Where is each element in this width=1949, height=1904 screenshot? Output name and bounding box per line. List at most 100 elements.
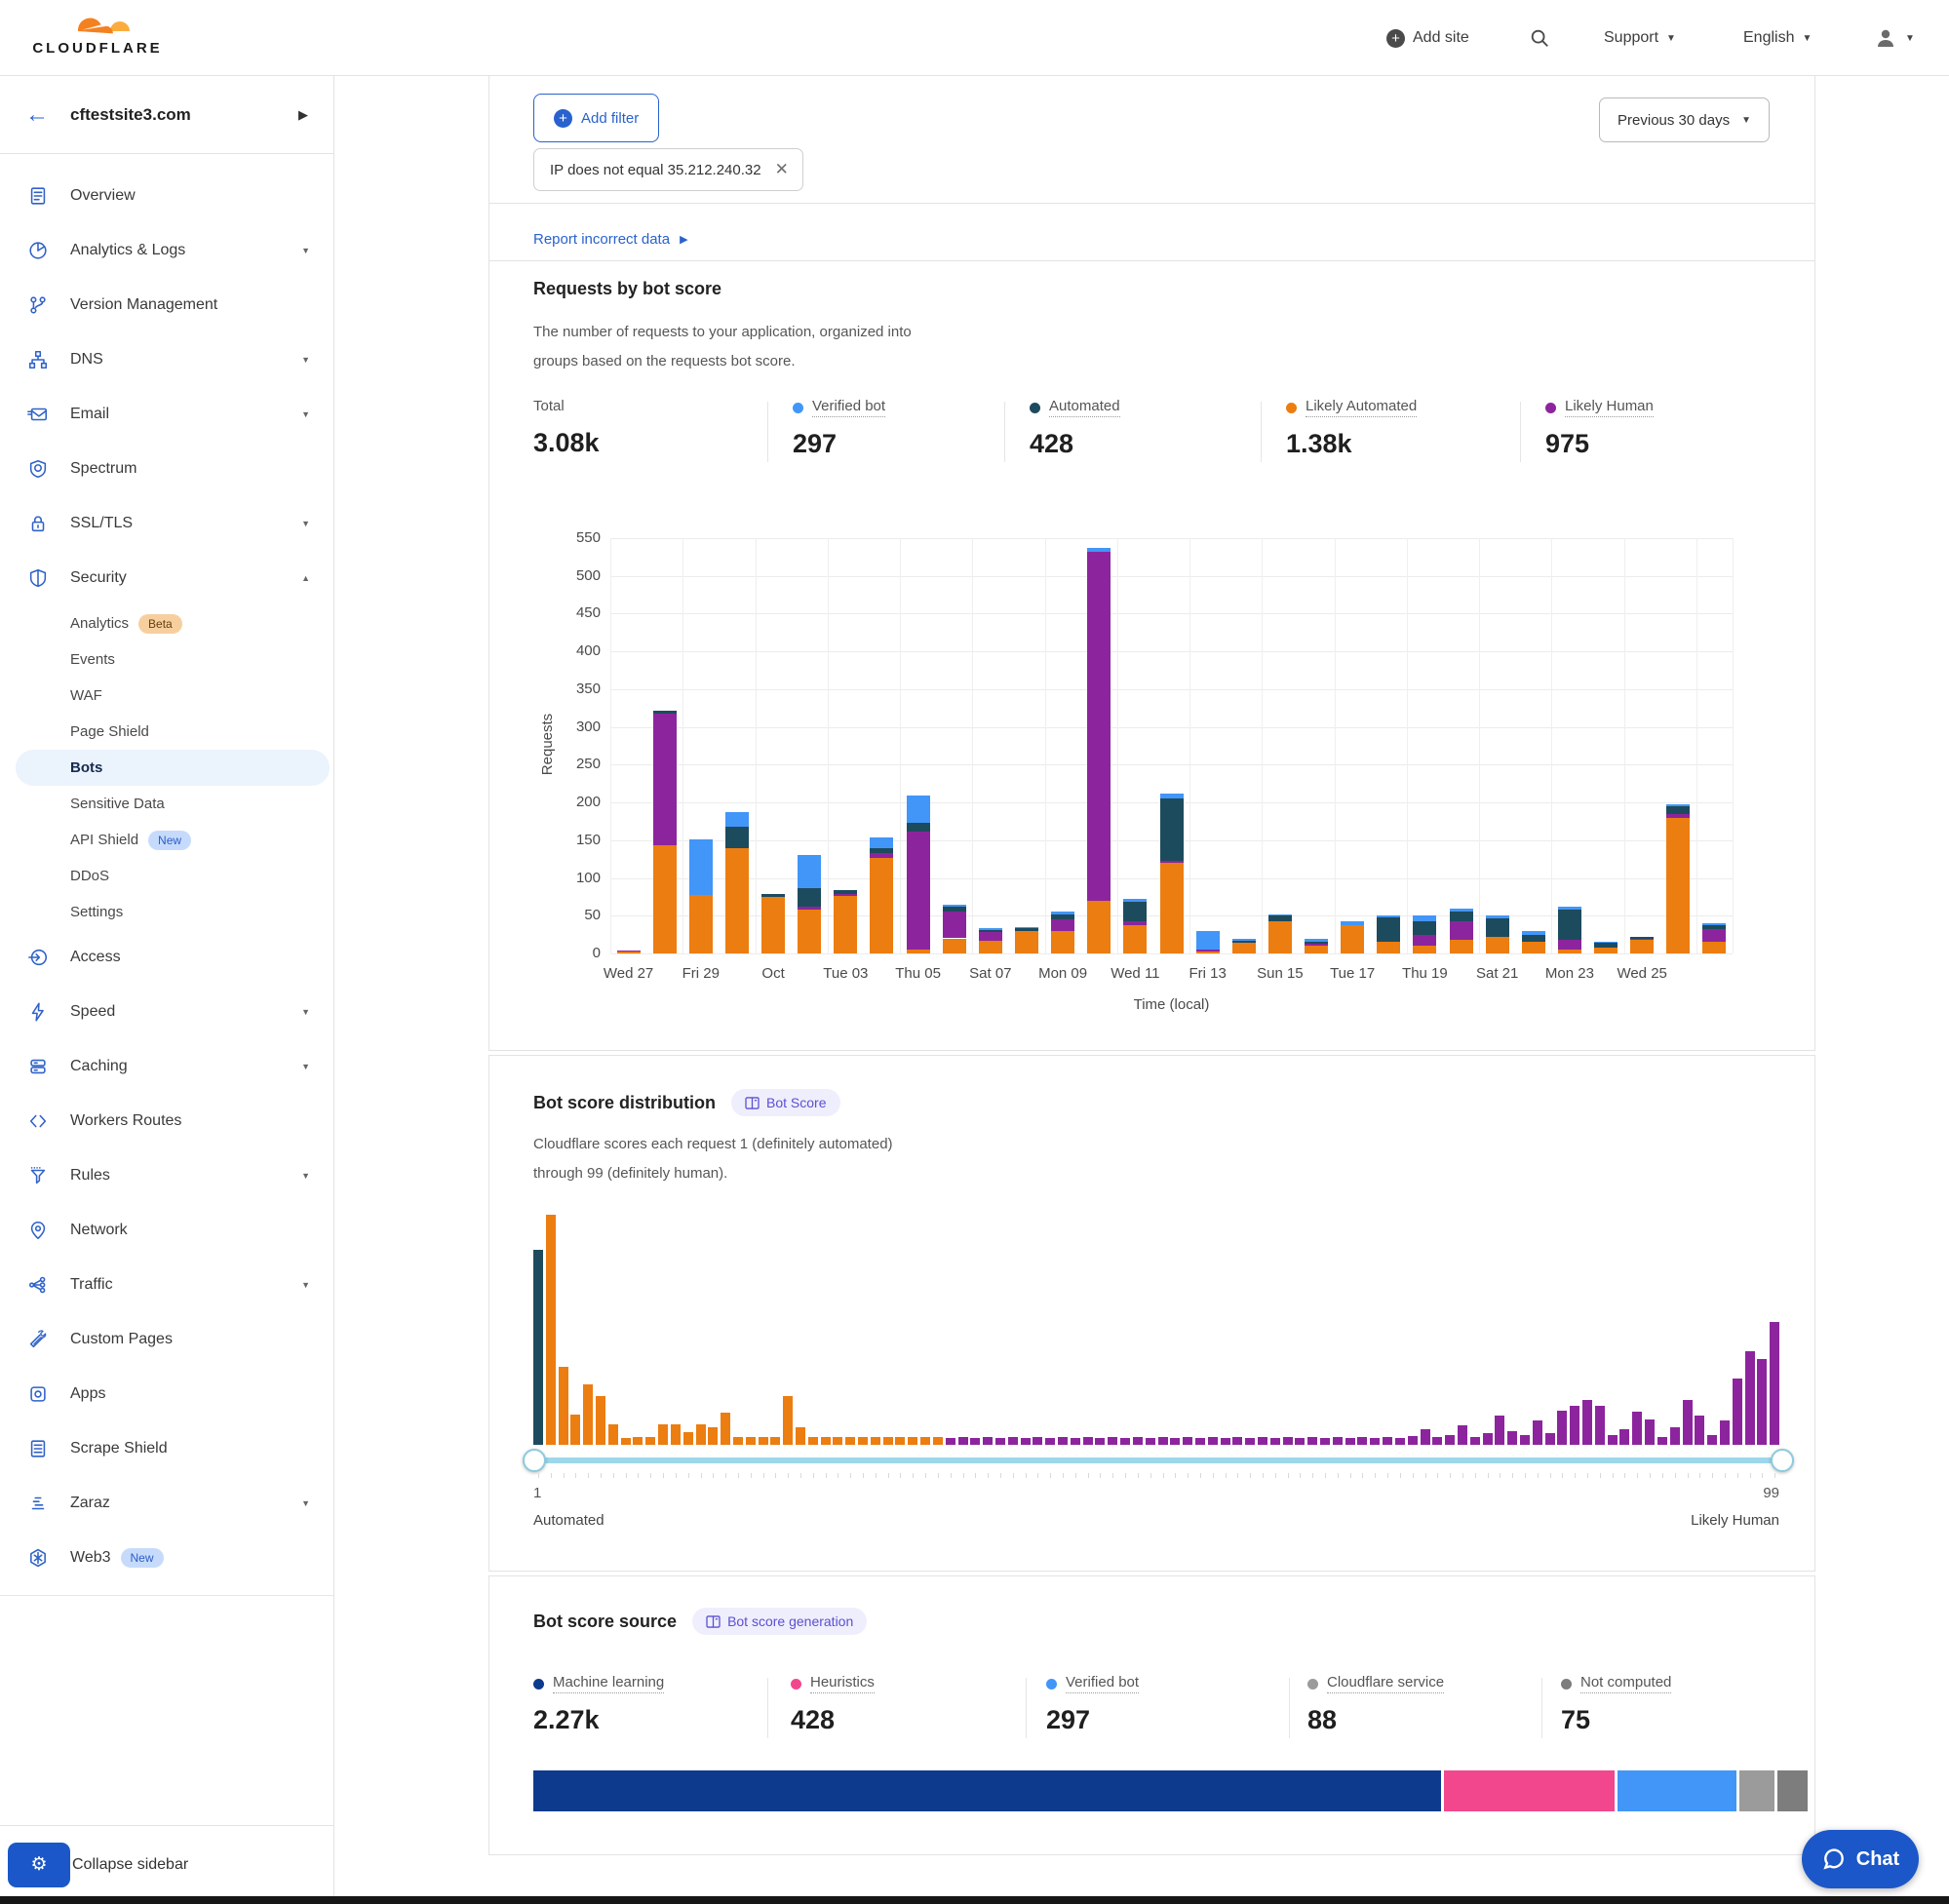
y-tick-label: 550 <box>575 529 601 546</box>
plus-icon: + <box>554 108 572 128</box>
score-range-slider-track[interactable] <box>533 1457 1782 1463</box>
sidebar-item-label: Scrape Shield <box>70 1440 168 1457</box>
sidebar-item-label: Rules <box>70 1167 110 1184</box>
sidebar-item-settings[interactable]: Settings <box>0 894 333 930</box>
cloudflare-logo[interactable]: CLOUDFLARE <box>19 6 175 57</box>
bar-segment-automated <box>1449 912 1473 922</box>
stat-value: 2.27k <box>533 1705 600 1734</box>
sidebar-item-apps[interactable]: Apps <box>0 1367 333 1421</box>
search-icon <box>1531 29 1548 47</box>
sidebar-item-zaraz[interactable]: Zaraz ▼ <box>0 1476 333 1531</box>
bot-score-doc-badge[interactable]: Bot Score <box>731 1089 840 1116</box>
histogram-bar-likely-automated <box>570 1415 581 1445</box>
search-button[interactable] <box>1529 0 1550 76</box>
tick <box>1125 1473 1127 1478</box>
histogram-bar-likely-human <box>1132 1437 1143 1445</box>
histogram-bar-likely-human <box>1007 1437 1018 1445</box>
gridline <box>1733 538 1734 953</box>
sidebar-item-label: Speed <box>70 1003 116 1020</box>
bar-segment-verified-bot <box>1341 921 1365 925</box>
slider-handle-min[interactable] <box>523 1449 546 1472</box>
chat-button[interactable]: Chat <box>1802 1830 1919 1888</box>
histogram-bar-likely-human <box>1732 1379 1742 1445</box>
add-site-button[interactable]: + Add site <box>1386 0 1469 76</box>
sidebar-item-scrape-shield[interactable]: Scrape Shield <box>0 1421 333 1476</box>
sidebar-item-access[interactable]: Access <box>0 930 333 985</box>
tick <box>1274 1473 1276 1478</box>
histogram-bar-likely-human <box>1245 1438 1256 1445</box>
histogram-bar-likely-automated <box>645 1437 656 1445</box>
sidebar-item-events[interactable]: Events <box>0 641 333 678</box>
close-icon[interactable]: ✕ <box>774 160 789 178</box>
sidebar-item-ssl-tls[interactable]: SSL/TLS ▼ <box>0 496 333 551</box>
sidebar-item-page-shield[interactable]: Page Shield <box>0 714 333 750</box>
tick <box>950 1473 952 1478</box>
add-filter-button[interactable]: + Add filter <box>533 94 660 142</box>
site-name[interactable]: cftestsite3.com <box>70 104 191 124</box>
sidebar-item-custom-pages[interactable]: Custom Pages <box>0 1312 333 1367</box>
sidebar-item-label: Version Management <box>70 296 218 313</box>
histogram-bar-likely-human <box>1557 1411 1568 1445</box>
sidebar-item-traffic[interactable]: Traffic ▼ <box>0 1258 333 1312</box>
sidebar-item-spectrum[interactable]: Spectrum <box>0 442 333 496</box>
sidebar-item-ddos[interactable]: DDoS <box>0 858 333 894</box>
sidebar-item-overview[interactable]: Overview <box>0 169 333 223</box>
legend-dot <box>533 1678 544 1690</box>
bar-segment-automated <box>652 710 677 715</box>
tick <box>725 1473 727 1478</box>
settings-gear-button[interactable]: ⚙ <box>8 1842 70 1887</box>
sidebar-item-label: DDoS <box>70 868 110 884</box>
sidebar-item-caching[interactable]: Caching ▼ <box>0 1039 333 1094</box>
filter-chip[interactable]: IP does not equal 35.212.240.32 ✕ <box>533 148 803 191</box>
sidebar-item-analytics-logs[interactable]: Analytics & Logs ▼ <box>0 223 333 278</box>
support-menu[interactable]: Support ▼ <box>1604 29 1676 46</box>
sidebar-item-version-management[interactable]: Version Management <box>0 278 333 332</box>
back-arrow-icon[interactable]: ← <box>25 100 49 128</box>
slider-handle-max[interactable] <box>1771 1449 1794 1472</box>
language-menu[interactable]: English ▼ <box>1743 29 1813 46</box>
chevron-down-icon: ▼ <box>1741 114 1751 126</box>
x-tick-label: Sun 15 <box>1257 965 1304 982</box>
bot-score-generation-doc-badge[interactable]: Bot score generation <box>692 1608 868 1635</box>
stat-verified-bot: Verified bot 297 <box>793 398 886 459</box>
tick <box>1562 1473 1564 1478</box>
histogram-bar-likely-human <box>994 1438 1005 1445</box>
sidebar-item-analytics[interactable]: Analytics Beta <box>0 605 333 641</box>
sidebar-item-bots[interactable]: Bots <box>16 750 330 786</box>
stat-not-computed: Not computed 75 <box>1561 1674 1672 1735</box>
x-tick-label: Tue 17 <box>1330 965 1376 982</box>
security-icon <box>27 567 49 589</box>
sidebar-item-sensitive-data[interactable]: Sensitive Data <box>0 786 333 822</box>
sidebar-item-api-shield[interactable]: API Shield New <box>0 822 333 858</box>
histogram-bar-likely-automated <box>596 1396 606 1445</box>
bar-segment-automated <box>1594 943 1618 948</box>
stat-value: 3.08k <box>533 428 600 457</box>
x-tick-label: Wed 25 <box>1617 965 1667 982</box>
dns-icon <box>27 349 49 370</box>
sidebar-item-speed[interactable]: Speed ▼ <box>0 985 333 1039</box>
sidebar-item-network[interactable]: Network <box>0 1203 333 1258</box>
chevron-right-icon[interactable]: ▶ <box>298 106 308 122</box>
sidebar-item-security[interactable]: Security ▲ <box>0 551 333 605</box>
chevron-down-icon: ▼ <box>1802 32 1813 44</box>
bar-segment-likely-human <box>1413 934 1437 947</box>
tick <box>675 1473 677 1478</box>
account-menu[interactable]: ▼ <box>1874 0 1915 76</box>
sidebar-item-email[interactable]: Email ▼ <box>0 387 333 442</box>
collapse-sidebar-label[interactable]: Collapse sidebar <box>72 1855 189 1873</box>
sidebar-item-rules[interactable]: Rules ▼ <box>0 1148 333 1203</box>
sidebar-item-label: Events <box>70 651 115 668</box>
histogram-bar-likely-human <box>1707 1435 1718 1445</box>
sidebar-item-web3[interactable]: Web3 New <box>0 1531 333 1585</box>
date-range-dropdown[interactable]: Previous 30 days ▼ <box>1599 97 1770 142</box>
sidebar-item-label: Apps <box>70 1385 106 1402</box>
bar-segment-automated <box>978 929 1002 933</box>
bar-segment-automated <box>1666 805 1691 814</box>
sidebar-item-waf[interactable]: WAF <box>0 678 333 714</box>
tick <box>1437 1473 1439 1478</box>
bar-segment-likely-automated <box>1123 924 1148 953</box>
report-incorrect-data-link[interactable]: Report incorrect data ▶ <box>533 231 688 248</box>
sidebar-item-workers-routes[interactable]: Workers Routes <box>0 1094 333 1148</box>
sidebar-item-dns[interactable]: DNS ▼ <box>0 332 333 387</box>
bar-segment-likely-human <box>1051 919 1075 931</box>
